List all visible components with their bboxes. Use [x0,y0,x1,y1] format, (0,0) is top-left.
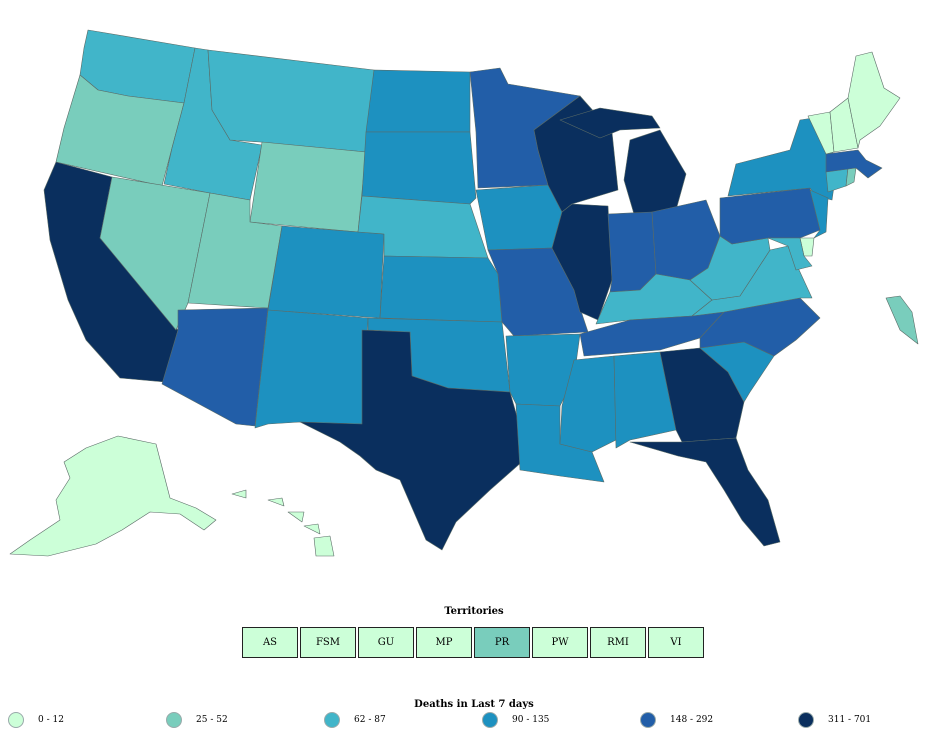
legend-label: 25 - 52 [196,715,228,725]
state-mt[interactable] [207,49,375,153]
state-az[interactable] [161,307,269,427]
state-me[interactable] [847,51,901,149]
state-ks[interactable] [379,255,503,323]
state-ri[interactable] [845,167,857,187]
state-ma[interactable] [825,149,883,179]
legend-swatch [798,712,814,728]
state-fl[interactable] [629,437,781,547]
territory-as[interactable]: AS [242,627,298,658]
state-ak[interactable] [9,435,217,557]
territory-mp[interactable]: MP [416,627,472,658]
state-wy[interactable] [249,141,367,233]
legend-item: 62 - 87 [324,712,386,728]
state-hi[interactable] [231,489,335,557]
state-tx[interactable] [299,329,525,551]
state-md[interactable] [767,237,813,271]
state-in[interactable] [607,211,657,293]
territories-title: Territories [444,606,504,617]
legend: 0 - 12 25 - 52 62 - 87 90 - 135 148 - 292 311… [8,712,948,732]
state-al[interactable] [613,351,677,449]
state-co[interactable] [267,225,385,319]
territories-group: AS FSM GU MP PR PW RMI VI [242,627,704,658]
state-ia[interactable] [475,184,563,251]
state-mi[interactable] [623,129,687,215]
state-mi-upper[interactable] [559,107,661,139]
legend-swatch [482,712,498,728]
legend-swatch [324,712,340,728]
state-nm[interactable] [254,309,369,429]
legend-label: 90 - 135 [512,715,550,725]
legend-item: 25 - 52 [166,712,228,728]
state-nj[interactable] [809,189,829,239]
state-dc[interactable] [885,295,919,345]
territory-vi[interactable]: VI [648,627,704,658]
state-pa[interactable] [719,187,821,245]
legend-swatch [166,712,182,728]
legend-item: 0 - 12 [8,712,64,728]
us-choropleth-map [9,29,919,557]
legend-item: 311 - 701 [798,712,871,728]
state-nd[interactable] [365,69,471,133]
legend-label: 148 - 292 [670,715,714,725]
legend-label: 0 - 12 [38,715,64,725]
territory-rmi[interactable]: RMI [590,627,646,658]
legend-title: Deaths in Last 7 days [414,699,534,710]
legend-label: 62 - 87 [354,715,386,725]
territory-fsm[interactable]: FSM [300,627,356,658]
territory-gu[interactable]: GU [358,627,414,658]
legend-swatch [8,712,24,728]
territory-pw[interactable]: PW [532,627,588,658]
legend-swatch [640,712,656,728]
legend-label: 311 - 701 [828,715,872,725]
territory-pr[interactable]: PR [474,627,530,658]
legend-item: 90 - 135 [482,712,549,728]
legend-item: 148 - 292 [640,712,713,728]
state-sd[interactable] [361,131,477,205]
